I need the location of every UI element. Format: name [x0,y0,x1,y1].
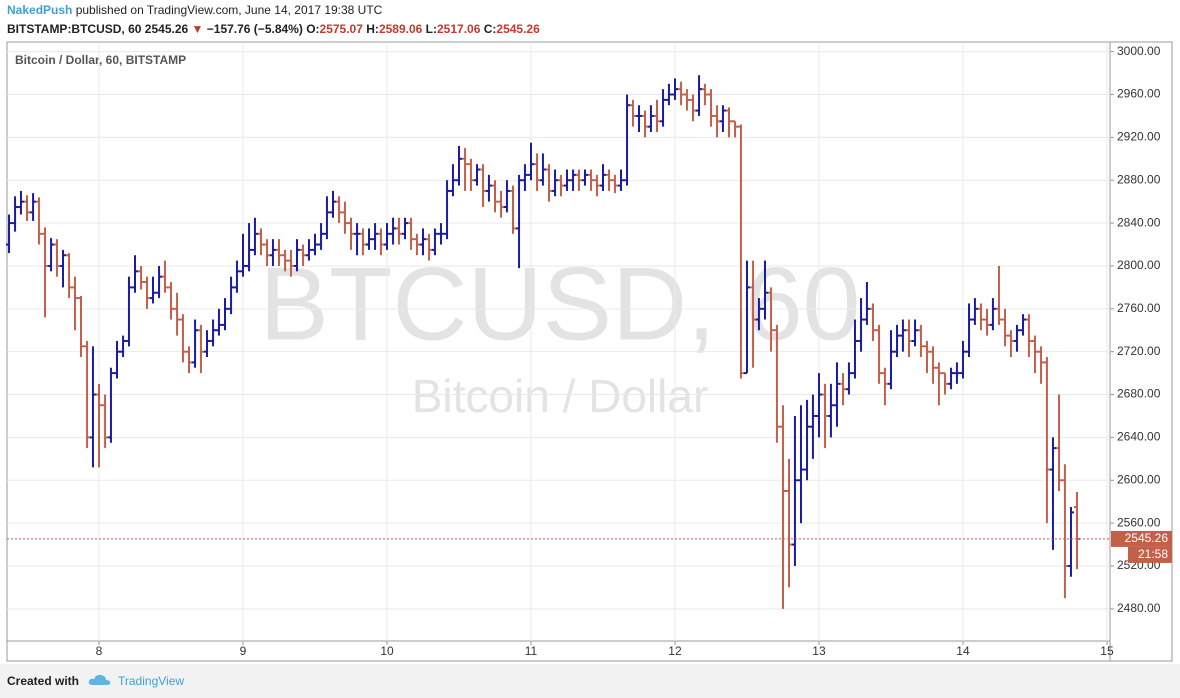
high: 2589.06 [378,22,423,36]
created-with: Created with [7,674,80,688]
published: published on TradingView.com, June 14, 2… [75,3,383,17]
h-label: H: [366,22,379,36]
last-price-box [1111,530,1172,547]
header-line-2: BITSTAMP:BTCUSD, 60 2545.26 ▼ −157.76 (−… [7,22,540,36]
x-tick-label: 10 [380,644,394,658]
watermark-sub: Bitcoin / Dollar [412,370,709,422]
axes: 2480.002520.002560.002600.002640.002680.… [7,44,1172,658]
x-tick-label: 9 [240,644,247,658]
symbol: BITSTAMP:BTCUSD, 60 [7,22,142,36]
last: 2545.26 [144,22,189,36]
c-label: C: [483,22,497,36]
header-line-1: NakedPush published on TradingView.com, … [7,3,382,17]
change: −157.76 (−5.84%) [206,22,303,36]
y-tick-label: 2480.00 [1117,601,1161,615]
x-tick-label: 13 [812,644,826,658]
y-tick-label: 2960.00 [1117,87,1161,101]
y-tick-label: 2560.00 [1117,515,1161,529]
y-tick-label: 2880.00 [1117,172,1161,186]
y-tick-label: 2840.00 [1117,215,1161,229]
countdown-label: 21:58 [1138,547,1168,561]
o-label: O: [306,22,320,36]
countdown-box [1128,546,1172,563]
y-tick-label: 3000.00 [1117,44,1161,58]
y-tick-label: 2920.00 [1117,130,1161,144]
y-tick-label: 2760.00 [1117,301,1161,315]
grid [7,42,1110,641]
y-tick-label: 2640.00 [1117,430,1161,444]
cloud-icon [88,674,111,685]
y-tick-label: 2800.00 [1117,258,1161,272]
x-tick-label: 15 [1100,644,1114,658]
l-label: L: [425,22,437,36]
low: 2517.06 [437,22,481,36]
bars [6,75,1081,609]
x-tick-label: 14 [956,644,970,658]
open: 2575.07 [319,22,363,36]
x-tick-label: 11 [525,644,538,658]
chart-title: Bitcoin / Dollar, 60, BITSTAMP [15,53,186,67]
x-tick-label: 8 [96,644,103,658]
arrow: ▼ [191,22,204,36]
y-tick-label: 2600.00 [1117,472,1161,486]
chart: BTCUSD, 60 Bitcoin / Dollar Bitcoin / Do… [6,41,1173,662]
x-tick-label: 12 [668,644,682,658]
y-tick-label: 2720.00 [1117,344,1161,358]
close: 2545.26 [496,22,540,36]
footer: Created with TradingView [0,664,1180,698]
brand[interactable]: TradingView [118,674,185,688]
y-tick-label: 2680.00 [1117,387,1161,401]
author[interactable]: NakedPush [7,3,73,17]
last-price-label: 2545.26 [1125,531,1169,545]
